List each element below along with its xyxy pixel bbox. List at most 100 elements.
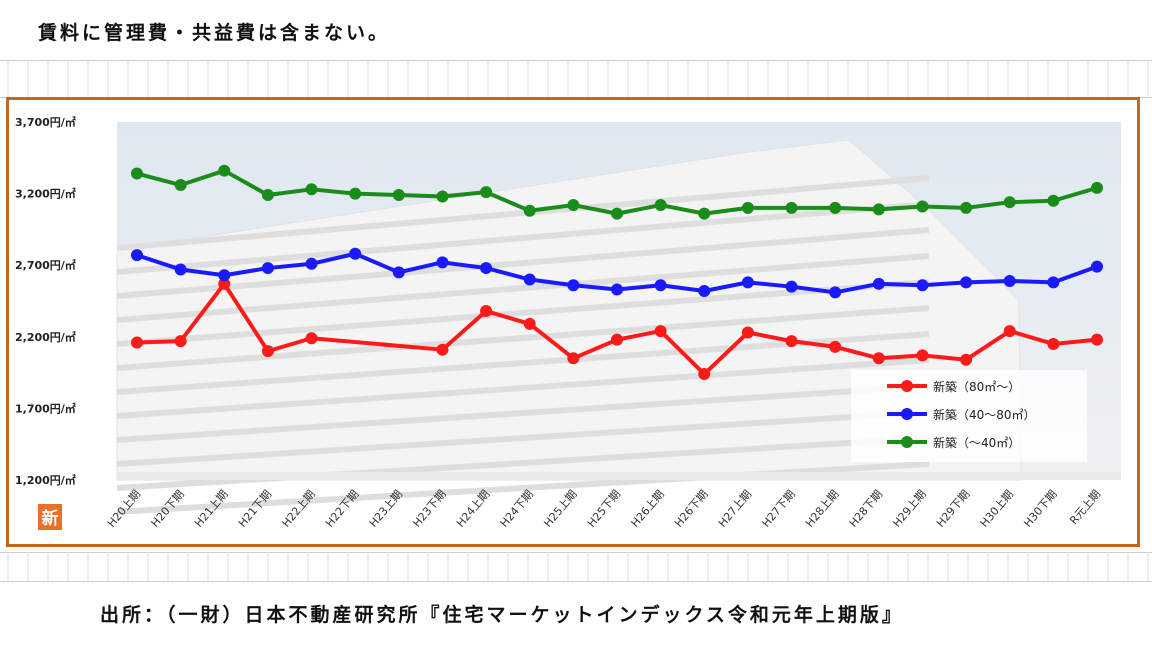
rent-line-chart: 1,200円/㎡ 1,700円/㎡ 2,200円/㎡ 2,700円/㎡ 3,200円/㎡… <box>15 115 1121 530</box>
data-point <box>611 283 623 296</box>
x-tick-label: H24下期 <box>498 488 536 530</box>
data-point <box>131 336 143 349</box>
data-point <box>654 325 667 338</box>
data-point <box>829 340 842 353</box>
data-point <box>305 257 318 270</box>
data-point <box>916 200 929 213</box>
data-point <box>785 201 798 214</box>
data-point <box>436 256 449 269</box>
legend-item: 新築（〜40㎡） <box>887 435 1020 450</box>
data-point <box>1003 274 1016 287</box>
legend-label: 新築（80㎡〜） <box>933 379 1020 394</box>
data-point <box>392 266 405 279</box>
data-point <box>174 335 187 348</box>
data-point <box>872 277 885 290</box>
x-tick-label: H28上期 <box>803 488 841 530</box>
new-badge: 新 <box>38 504 62 530</box>
data-point <box>916 279 929 292</box>
data-point <box>611 333 623 346</box>
legend-label: 新築（〜40㎡） <box>933 435 1020 450</box>
data-point <box>523 317 536 330</box>
series-1 <box>131 247 1103 299</box>
data-point <box>960 353 973 366</box>
x-tick-label: H28下期 <box>847 488 885 530</box>
grid-band-bottom <box>0 552 1152 582</box>
x-tick-label: H29上期 <box>890 488 928 530</box>
legend-item: 新築（40〜80㎡） <box>887 407 1036 422</box>
data-point <box>436 190 449 203</box>
data-point <box>523 204 536 217</box>
legend-label: 新築（40〜80㎡） <box>933 407 1036 422</box>
data-point <box>785 280 798 293</box>
data-point <box>611 207 623 220</box>
badge-label: 新 <box>42 508 59 529</box>
data-point <box>1047 194 1060 207</box>
x-tick-label: H30上期 <box>978 488 1016 530</box>
data-point <box>960 276 973 289</box>
data-point <box>567 352 580 365</box>
x-tick-label: H27下期 <box>759 488 797 530</box>
data-point <box>1003 196 1016 209</box>
x-tick-label: H25下期 <box>585 488 623 530</box>
y-tick-label: 2,700円/㎡ <box>15 258 76 272</box>
data-point <box>654 279 667 292</box>
data-point <box>392 189 405 202</box>
x-tick-label: H21下期 <box>236 488 274 530</box>
data-point <box>698 368 711 381</box>
x-tick-label: H25上期 <box>541 488 579 530</box>
x-tick-label: H27上期 <box>716 488 754 530</box>
x-tick-label: H26上期 <box>629 488 667 530</box>
data-point <box>480 186 493 199</box>
data-point <box>261 345 274 358</box>
y-tick-label: 1,200円/㎡ <box>15 473 76 487</box>
data-point <box>523 273 536 286</box>
note-text: 賃料に管理費・共益費は含まない。 <box>38 22 391 44</box>
grid-band-top <box>0 60 1152 98</box>
data-point <box>131 167 143 180</box>
data-point <box>872 203 885 216</box>
data-point <box>785 335 798 348</box>
data-point <box>218 277 231 290</box>
data-point <box>829 201 842 214</box>
legend-item: 新築（80㎡〜） <box>887 379 1020 394</box>
data-point <box>741 326 754 339</box>
source-text: 出所：（一財）日本不動産研究所『住宅マーケットインデックス令和元年上期版』 <box>100 604 904 626</box>
data-point <box>872 352 885 365</box>
data-point <box>218 164 231 177</box>
data-point <box>698 284 711 297</box>
x-tick-label: H22下期 <box>323 488 361 530</box>
data-point <box>480 262 493 275</box>
x-tick-label: R元上期 <box>1067 488 1103 528</box>
data-point <box>1047 337 1060 350</box>
data-point <box>174 263 187 276</box>
data-point <box>829 286 842 299</box>
data-point <box>960 201 973 214</box>
x-tick-label: H26下期 <box>672 488 710 530</box>
data-point <box>741 201 754 214</box>
data-point <box>349 187 362 200</box>
x-tick-label: H22上期 <box>279 488 317 530</box>
data-point <box>305 183 318 196</box>
data-point <box>567 199 580 212</box>
data-point <box>305 332 318 345</box>
data-point <box>1091 181 1103 194</box>
data-point <box>261 189 274 202</box>
data-point <box>1091 260 1103 273</box>
series-0 <box>131 277 1103 381</box>
x-tick-label: H30下期 <box>1021 488 1059 530</box>
building-background <box>116 139 1121 515</box>
y-tick-label: 1,700円/㎡ <box>15 401 76 415</box>
data-point <box>567 279 580 292</box>
x-tick-label: H29下期 <box>934 488 972 530</box>
y-tick-label: 3,700円/㎡ <box>15 115 76 129</box>
legend: 新築（80㎡〜） 新築（40〜80㎡） 新築（〜40㎡） <box>851 370 1087 462</box>
data-point <box>916 349 929 362</box>
data-point <box>698 207 711 220</box>
data-point <box>480 305 493 318</box>
data-point <box>1003 325 1016 338</box>
data-point <box>174 179 187 192</box>
data-point <box>741 276 754 289</box>
data-point <box>1091 333 1103 346</box>
data-point <box>436 343 449 356</box>
data-point <box>131 249 143 262</box>
